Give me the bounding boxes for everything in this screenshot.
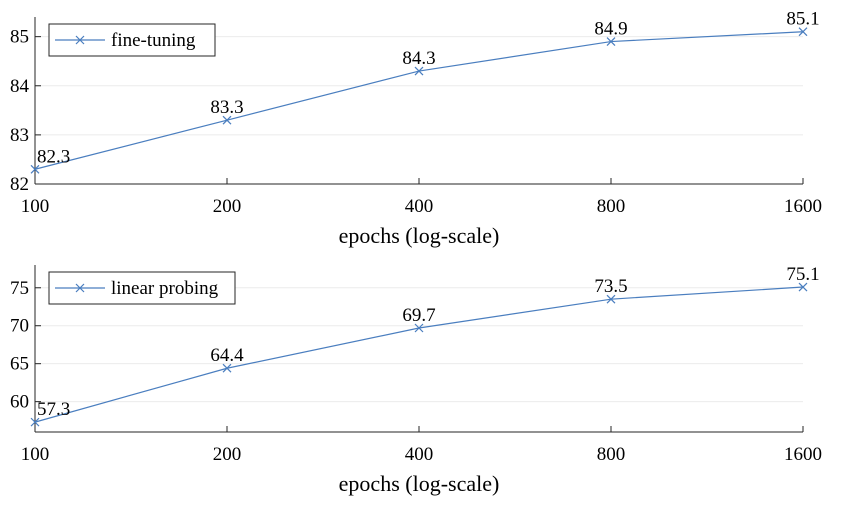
marker-stroke xyxy=(606,37,616,46)
data-label: 84.3 xyxy=(402,48,435,69)
data-label: 83.3 xyxy=(210,97,243,118)
marker-stroke xyxy=(222,363,232,373)
data-point-marker xyxy=(414,66,424,76)
y-tick-label: 83 xyxy=(10,125,29,146)
data-label: 69.7 xyxy=(402,305,435,326)
marker-stroke xyxy=(414,66,424,76)
data-label: 64.4 xyxy=(210,345,244,366)
data-point-marker xyxy=(606,294,616,304)
marker-stroke xyxy=(222,115,232,125)
marker-stroke xyxy=(798,27,808,37)
x-tick-label: 400 xyxy=(405,196,434,217)
data-point-marker xyxy=(798,282,808,292)
x-tick-label: 100 xyxy=(21,196,50,217)
x-tick-label: 400 xyxy=(405,444,434,465)
data-point-marker xyxy=(798,27,808,37)
x-axis-title: epochs (log-scale) xyxy=(339,223,500,248)
marker-stroke xyxy=(798,282,808,292)
data-point-marker xyxy=(414,323,424,333)
x-tick-label: 800 xyxy=(597,444,626,465)
x-tick-label: 200 xyxy=(213,196,242,217)
data-label: 57.3 xyxy=(37,399,70,420)
data-label: 82.3 xyxy=(37,146,70,167)
y-tick-label: 70 xyxy=(10,316,29,337)
x-tick-label: 800 xyxy=(597,196,626,217)
marker-stroke xyxy=(606,294,616,304)
y-tick-label: 84 xyxy=(10,76,30,97)
y-tick-label: 85 xyxy=(10,27,29,48)
legend-label: fine-tuning xyxy=(111,30,196,51)
data-point-marker xyxy=(606,37,616,46)
legend-label: linear probing xyxy=(111,278,219,299)
linear-probing-panel: 60 65 70 75 100 200 400 800 1600 epochs (log-scal… xyxy=(10,264,822,496)
x-tick-label: 200 xyxy=(213,444,242,465)
y-tick-label: 82 xyxy=(10,174,29,195)
x-tick-label: 1600 xyxy=(784,444,822,465)
data-label: 85.1 xyxy=(786,9,819,30)
y-tick-label: 65 xyxy=(10,354,29,375)
x-axis-title: epochs (log-scale) xyxy=(339,471,500,496)
y-tick-label: 75 xyxy=(10,278,29,299)
data-label: 84.9 xyxy=(594,19,627,40)
y-tick-label: 60 xyxy=(10,392,29,413)
x-tick-label: 1600 xyxy=(784,196,822,217)
data-point-marker xyxy=(222,363,232,373)
data-point-marker xyxy=(222,115,232,125)
fine-tuning-panel: 82 83 84 85 100 200 400 800 1600 epochs (log-scal… xyxy=(10,9,822,248)
marker-stroke xyxy=(30,417,40,427)
data-label: 75.1 xyxy=(786,264,819,285)
data-label: 73.5 xyxy=(594,276,627,297)
data-point-marker xyxy=(30,164,40,174)
x-tick-label: 100 xyxy=(21,444,50,465)
legend-marker-stroke xyxy=(75,283,85,293)
legend-marker-stroke xyxy=(75,35,85,45)
marker-stroke xyxy=(30,164,40,174)
data-point-marker xyxy=(30,417,40,427)
marker-stroke xyxy=(414,323,424,333)
